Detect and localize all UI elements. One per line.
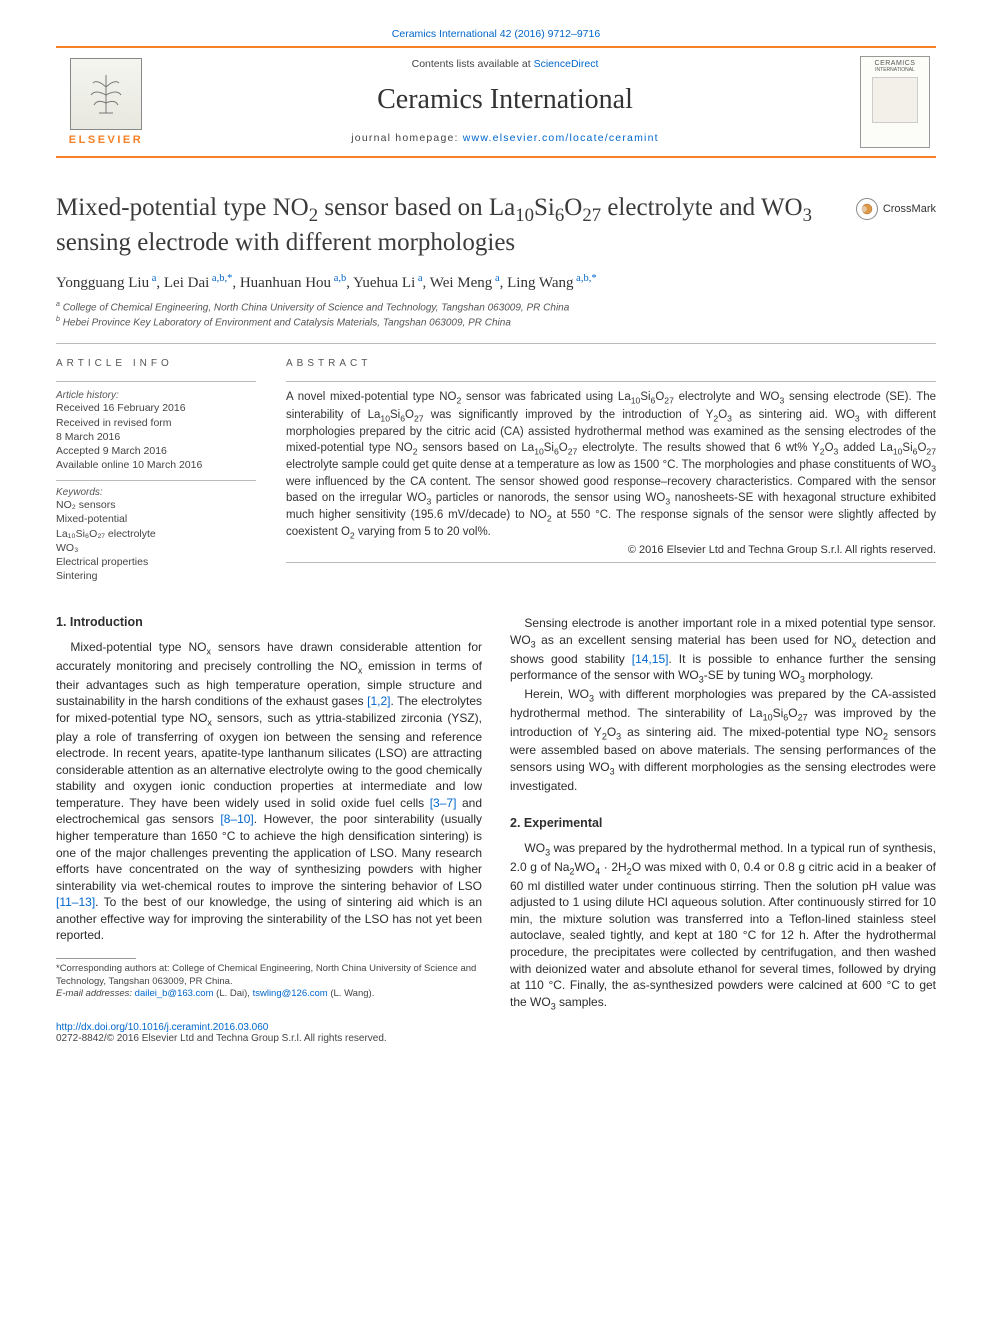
elsevier-tree-icon bbox=[70, 58, 142, 130]
journal-title: Ceramics International bbox=[156, 84, 854, 116]
issn-line: 0272-8842/© 2016 Elsevier Ltd and Techna… bbox=[56, 1033, 936, 1044]
crossmark-badge[interactable]: CrossMark bbox=[856, 198, 936, 220]
history-text: Received 16 February 2016 Received in re… bbox=[56, 401, 256, 472]
abstract-label: abstract bbox=[286, 358, 936, 369]
homepage-line: journal homepage: www.elsevier.com/locat… bbox=[156, 132, 854, 144]
section-2-heading: 2. Experimental bbox=[510, 816, 936, 830]
authors: Yongguang Liu a, Lei Dai a,b,*, Huanhuan… bbox=[56, 273, 936, 292]
citation-link[interactable]: Ceramics International 42 (2016) 9712–97… bbox=[56, 28, 936, 40]
intro-paragraph-2: Sensing electrode is another important r… bbox=[510, 615, 936, 686]
sciencedirect-link[interactable]: ScienceDirect bbox=[534, 58, 599, 70]
crossmark-label: CrossMark bbox=[883, 203, 936, 215]
contents-line: Contents lists available at ScienceDirec… bbox=[156, 58, 854, 70]
homepage-url[interactable]: www.elsevier.com/locate/ceramint bbox=[463, 132, 659, 144]
affiliation-b: b Hebei Province Key Laboratory of Envir… bbox=[56, 315, 936, 330]
experimental-paragraph-1: WO3 was prepared by the hydrothermal met… bbox=[510, 840, 936, 1012]
intro-paragraph-3: Herein, WO3 with different morphologies … bbox=[510, 686, 936, 794]
journal-cover-thumb[interactable]: CERAMICS INTERNATIONAL bbox=[854, 48, 936, 156]
left-column: 1. Introduction Mixed-potential type NOx… bbox=[56, 615, 482, 1012]
elsevier-logo[interactable]: ELSEVIER bbox=[56, 48, 156, 156]
contents-prefix: Contents lists available at bbox=[412, 58, 534, 70]
article-title: Mixed-potential type NO2 sensor based on… bbox=[56, 192, 844, 259]
footnote-rule bbox=[56, 958, 136, 959]
elsevier-label: ELSEVIER bbox=[69, 134, 143, 146]
affiliation-a: a College of Chemical Engineering, North… bbox=[56, 300, 936, 315]
affiliations: a College of Chemical Engineering, North… bbox=[56, 300, 936, 330]
article-info: article info Article history: Received 1… bbox=[56, 358, 256, 583]
doi-link[interactable]: http://dx.doi.org/10.1016/j.ceramint.201… bbox=[56, 1022, 936, 1033]
divider bbox=[56, 343, 936, 344]
section-1-heading: 1. Introduction bbox=[56, 615, 482, 629]
cover-image: CERAMICS INTERNATIONAL bbox=[860, 56, 930, 148]
homepage-label: journal homepage: bbox=[351, 132, 463, 144]
email-footnote: E-mail addresses: dailei_b@163.com (L. D… bbox=[56, 988, 482, 1001]
article-info-label: article info bbox=[56, 358, 256, 369]
abstract-copyright: © 2016 Elsevier Ltd and Techna Group S.r… bbox=[286, 544, 936, 556]
keywords-label: Keywords: bbox=[56, 487, 256, 498]
keywords-list: NO₂ sensors Mixed-potential La₁₀Si₆O₂₇ e… bbox=[56, 498, 256, 583]
intro-paragraph-1: Mixed-potential type NOx sensors have dr… bbox=[56, 639, 482, 944]
corresponding-note: *Corresponding authors at: College of Ch… bbox=[56, 963, 482, 989]
history-label: Article history: bbox=[56, 390, 256, 401]
right-column: Sensing electrode is another important r… bbox=[510, 615, 936, 1012]
abstract: abstract A novel mixed-potential type NO… bbox=[286, 358, 936, 583]
abstract-text: A novel mixed-potential type NO2 sensor … bbox=[286, 390, 936, 542]
crossmark-icon bbox=[856, 198, 878, 220]
journal-header: ELSEVIER Contents lists available at Sci… bbox=[56, 48, 936, 158]
